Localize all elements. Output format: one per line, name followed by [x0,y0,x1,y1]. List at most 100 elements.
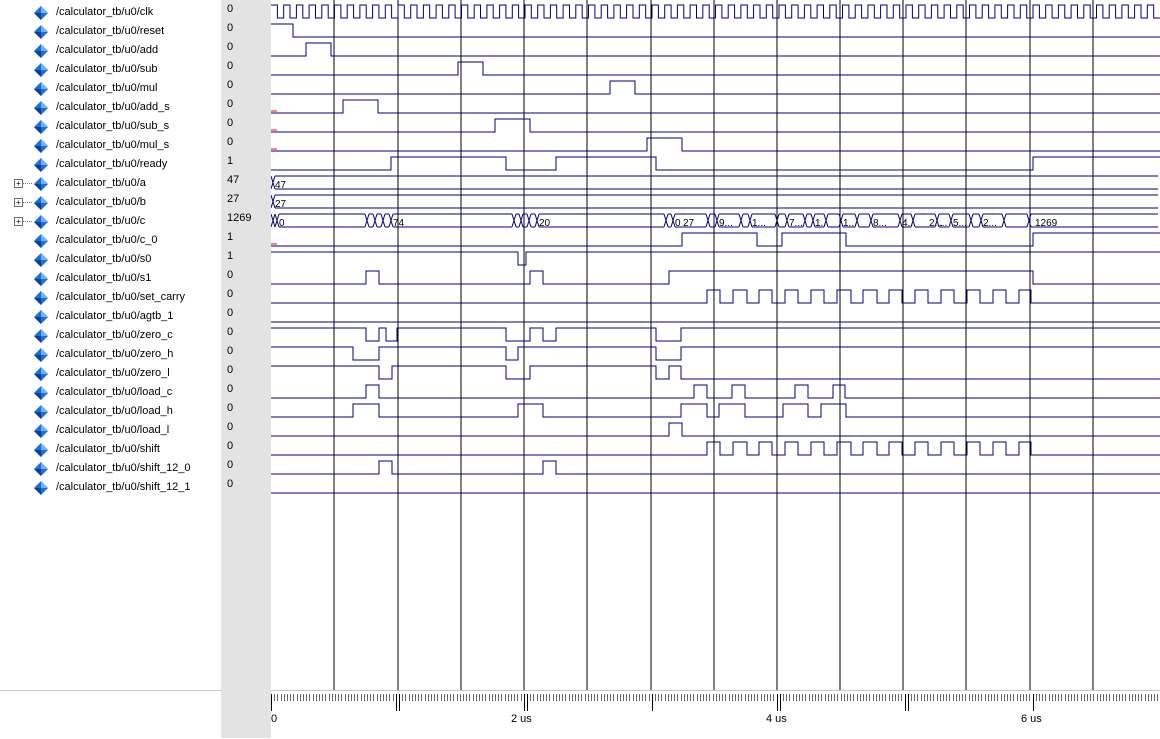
signal-name: /calculator_tb/u0/reset [56,25,165,37]
signal-value: 0 [227,402,234,414]
signal-row[interactable]: /calculator_tb/u0/load_h [0,402,221,421]
bus-b [271,194,276,209]
bus-c-label: 0 [279,218,285,229]
expand-icon[interactable]: + [14,217,23,226]
bus-c-label: 8... [873,218,887,229]
signal-row[interactable]: + /calculator_tb/u0/b [0,193,221,212]
signal-value: 0 [227,307,234,319]
signal-row[interactable]: /calculator_tb/u0/sub_s [0,117,221,136]
signal-row[interactable]: /calculator_tb/u0/sub [0,60,221,79]
signal-row[interactable]: /calculator_tb/u0/add [0,41,221,60]
signal-diamond-icon [34,25,48,39]
signal-name: /calculator_tb/u0/load_h [56,405,173,417]
signal-row[interactable]: /calculator_tb/u0/agtb_1 [0,307,221,326]
signal-diamond-icon [34,348,48,362]
bus-c-label: 0 [675,218,681,229]
signal-row[interactable]: /calculator_tb/u0/mul [0,79,221,98]
signal-diamond-icon [34,63,48,77]
expand-icon[interactable]: + [14,179,23,188]
signal-row[interactable]: /calculator_tb/u0/set_carry [0,288,221,307]
time-label: 0 [271,713,278,725]
time-ruler[interactable]: 0 2 us 4 us 6 us [271,690,1160,739]
signal-name: /calculator_tb/u0/zero_c [56,329,173,341]
signal-row[interactable]: /calculator_tb/u0/s0 [0,250,221,269]
signal-diamond-icon [34,310,48,324]
wave-clk [271,4,1160,19]
signal-row[interactable]: /calculator_tb/u0/zero_l [0,364,221,383]
signal-value: 0 [227,60,234,72]
bus-c-label: 5... [953,218,967,229]
signal-diamond-icon [34,253,48,267]
time-label: 2 us [511,713,532,725]
signal-diamond-icon [34,424,48,438]
bus-c [518,213,524,228]
signal-row[interactable]: /calculator_tb/u0/reset [0,22,221,41]
signal-diamond-icon [34,196,48,210]
signal-row[interactable]: /calculator_tb/u0/s1 [0,269,221,288]
signal-name: /calculator_tb/u0/a [56,177,146,189]
signal-row[interactable]: /calculator_tb/u0/zero_c [0,326,221,345]
wave-zero_h [271,346,1160,361]
signal-row[interactable]: /calculator_tb/u0/shift [0,440,221,459]
signal-name: /calculator_tb/u0/mul [56,82,158,94]
signal-name: /calculator_tb/u0/shift [56,443,160,455]
signal-row[interactable]: /calculator_tb/u0/load_l [0,421,221,440]
bus-c [526,213,532,228]
signal-name: /calculator_tb/u0/b [56,196,146,208]
signal-row[interactable]: + /calculator_tb/u0/a [0,174,221,193]
bus-c [910,213,916,228]
signal-diamond-icon [34,272,48,286]
signal-row[interactable]: /calculator_tb/u0/load_c [0,383,221,402]
signal-diamond-icon [34,462,48,476]
wave-mul [271,80,1160,95]
signal-row[interactable]: /calculator_tb/u0/c_0 [0,231,221,250]
signal-value: 0 [227,98,234,110]
signal-row[interactable]: /calculator_tb/u0/shift_12_0 [0,459,221,478]
wave-sub_s [271,118,1160,133]
bus-c-label: 1... [815,218,829,229]
signal-row[interactable]: /calculator_tb/u0/zero_h [0,345,221,364]
signal-name: /calculator_tb/u0/s0 [56,253,152,265]
bus-c-label: 27 [683,218,695,229]
signal-name: /calculator_tb/u0/c [56,215,146,227]
wave-shift_12_0 [271,460,1160,475]
signal-name: /calculator_tb/u0/zero_l [56,367,170,379]
signal-diamond-icon [34,101,48,115]
bus-c [388,213,394,228]
waveform-panel[interactable]: 47 27 0 74 20 0 27 9... 1... 7... 1... 1... 8... 4...… [271,0,1160,690]
tree-line [23,202,32,203]
bus-c [823,213,829,228]
time-ruler-ticks [271,694,1158,711]
wave-mul_s [271,137,1160,152]
signal-row[interactable]: + /calculator_tb/u0/c [0,212,221,231]
signal-diamond-icon [34,177,48,191]
bus-c-label: 74 [393,218,405,229]
signal-diamond-icon [34,367,48,381]
signal-value: 1269 [227,212,252,224]
signal-value: 0 [227,22,234,34]
signal-row[interactable]: /calculator_tb/u0/mul_s [0,136,221,155]
signal-name: /calculator_tb/u0/s1 [56,272,152,284]
expand-icon[interactable]: + [14,198,23,207]
signal-name: /calculator_tb/u0/clk [56,6,154,18]
signal-name: /calculator_tb/u0/load_c [56,386,173,398]
bus-c [738,213,744,228]
signal-diamond-icon [34,215,48,229]
signal-row[interactable]: /calculator_tb/u0/ready [0,155,221,174]
signal-value: 0 [227,326,234,338]
wave-set_carry [271,289,1160,304]
wave-add [271,42,1160,57]
bus-b-label: 27 [275,199,287,210]
signal-row[interactable]: /calculator_tb/u0/shift_12_1 [0,478,221,497]
signal-name: /calculator_tb/u0/c_0 [56,234,158,246]
signal-name: /calculator_tb/u0/mul_s [56,139,170,151]
bus-c [705,213,711,228]
signal-value: 0 [227,136,234,148]
signal-row[interactable]: /calculator_tb/u0/clk [0,3,221,22]
signal-value: 0 [227,383,234,395]
bus-c [1026,213,1032,228]
signal-diamond-icon [34,329,48,343]
signal-name: /calculator_tb/u0/add [56,44,159,56]
signal-row[interactable]: /calculator_tb/u0/add_s [0,98,221,117]
